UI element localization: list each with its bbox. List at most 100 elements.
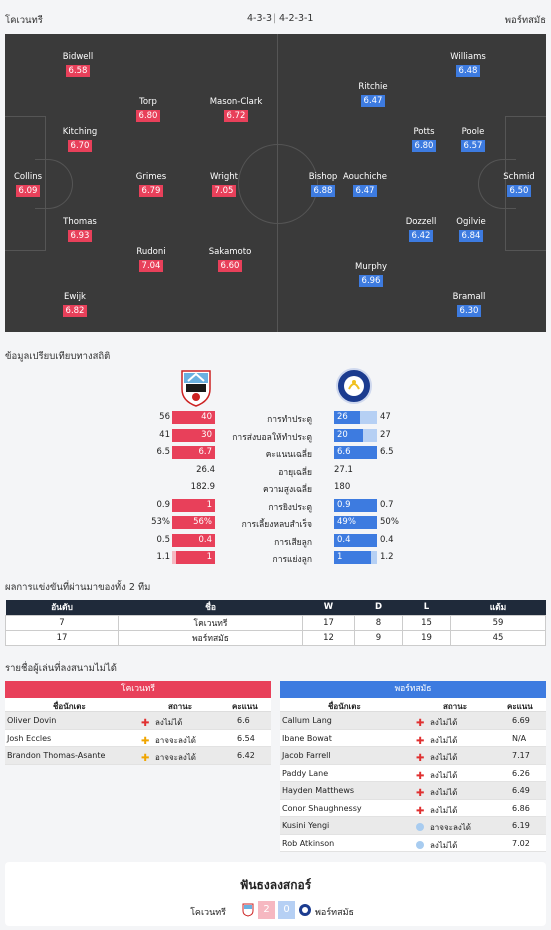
home-injuries-panel: โคเวนทรี ชื่อนักเตะ สถานะ คะแนน Oliver D… — [5, 681, 271, 765]
stat-label: ความสูงเฉลี่ย — [262, 485, 312, 495]
stat-away-total: 6.5 — [380, 447, 394, 457]
player-away-poole[interactable]: Poole 6.57 — [460, 127, 486, 152]
stat-away-value: 0.4 — [334, 534, 377, 547]
team-cell[interactable]: พอร์ทสมัธ — [118, 629, 303, 646]
player-away-ogilvie[interactable]: Ogilvie 6.84 — [456, 217, 486, 242]
prediction-home-team: โคเวนทรี — [190, 908, 226, 918]
player-away-schmid[interactable]: Schmid 6.50 — [503, 172, 535, 197]
list-item[interactable]: Oliver Dovin ✚ ลงไม่ได้ 6.6 — [5, 712, 271, 730]
list-item[interactable]: Brandon Thomas-Asante ✚ อาจจะลงได้ 6.42 — [5, 747, 271, 765]
injury-score: 7.17 — [512, 751, 530, 760]
injury-status: ลงไม่ได้ — [155, 718, 183, 727]
home-club-crest-small-icon — [242, 903, 254, 917]
d-cell: 9 — [354, 629, 403, 646]
stat-away-value: 6.6 — [334, 446, 377, 459]
player-away-williams[interactable]: Williams 6.48 — [450, 52, 486, 77]
stat-away-value: 26 — [334, 411, 360, 424]
injury-score: 6.49 — [512, 786, 530, 795]
home-injuries-team-bar: โคเวนทรี — [5, 681, 271, 698]
away-injuries-list: Callum Lang ✚ ลงไม่ได้ 6.69 Ibane Bowat ✚ ลงไม… — [280, 712, 546, 852]
injury-score: 6.54 — [237, 733, 255, 743]
stat-away-total: 27 — [380, 430, 391, 440]
away-injuries-panel: พอร์ทสมัธ ชื่อนักเตะ สถานะ คะแนน Callum … — [280, 681, 546, 852]
w-cell: 12 — [302, 629, 355, 646]
player-home-ewijk[interactable]: Ewijk 6.82 — [62, 292, 88, 317]
injury-status: ลงไม่ได้ — [430, 805, 458, 815]
injury-player-name: Oliver Dovin — [7, 716, 57, 725]
stat-home-total: 0.9 — [156, 500, 170, 510]
player-home-mason-clark[interactable]: Mason-Clark 6.72 — [209, 97, 263, 122]
injury-player-name: Conor Shaughnessy — [282, 803, 362, 813]
col-player-name: ชื่อนักเตะ — [328, 702, 361, 711]
formation-divider: | — [273, 13, 277, 24]
away-team-name: พอร์ทสมัธ — [504, 15, 546, 26]
away-formation: 4-2-3-1 — [279, 13, 314, 24]
stat-row: 0.5 0.4 การเสียลูก 0.4 0.4 — [0, 534, 551, 548]
stat-home-value: 1 — [176, 551, 215, 564]
player-home-bidwell[interactable]: Bidwell 6.58 — [62, 52, 94, 77]
list-item[interactable]: Callum Lang ✚ ลงไม่ได้ 6.69 — [280, 712, 546, 730]
stat-away-value: 0.9 — [334, 499, 377, 512]
list-item[interactable]: Paddy Lane ✚ ลงไม่ได้ 6.26 — [280, 764, 546, 782]
stat-label: การยิงประตู — [268, 503, 312, 513]
stat-away-total: 1.2 — [380, 552, 394, 562]
player-away-aouchiche[interactable]: Aouchiche 6.47 — [343, 172, 387, 197]
player-away-potts[interactable]: Potts 6.80 — [411, 127, 437, 152]
stat-home-bar: 40 — [172, 411, 215, 424]
player-home-thomas[interactable]: Thomas 6.93 — [63, 217, 97, 242]
injury-score: 6.69 — [512, 716, 530, 725]
lineup-header: โคเวนทรี 4-3-3 | 4-2-3-1 พอร์ทสมัธ — [0, 0, 551, 34]
team-cell[interactable]: โคเวนทรี — [118, 614, 303, 631]
stat-row: 182.9 ความสูงเฉลี่ย 180 — [0, 481, 551, 495]
stat-away-bar: 26 — [334, 411, 377, 424]
player-home-wright[interactable]: Wright 7.05 — [210, 172, 238, 197]
player-away-bramall[interactable]: Bramall 6.30 — [452, 292, 486, 317]
prediction-home-score: 2 — [258, 901, 275, 919]
stat-home-total: 56 — [159, 412, 170, 422]
list-item[interactable]: Conor Shaughnessy ✚ ลงไม่ได้ 6.86 — [280, 799, 546, 817]
stat-home-total: 6.5 — [156, 447, 170, 457]
player-home-sakamoto[interactable]: Sakamoto 6.60 — [208, 247, 252, 272]
injury-score: 6.42 — [237, 751, 255, 760]
stat-home-bar: 30 — [172, 429, 215, 442]
player-home-kitching[interactable]: Kitching 6.70 — [62, 127, 98, 152]
stat-home-bar: 56% — [172, 516, 215, 529]
list-item[interactable]: Ibane Bowat ✚ ลงไม่ได้ N/A — [280, 729, 546, 747]
d-cell: 8 — [354, 614, 403, 631]
injury-score: N/A — [512, 733, 527, 743]
stat-away-value: 49% — [334, 516, 377, 529]
player-away-dozzell[interactable]: Dozzell 6.42 — [405, 217, 437, 242]
stat-home-total: 41 — [159, 430, 170, 440]
list-item[interactable]: Hayden Matthews ✚ ลงไม่ได้ 6.49 — [280, 782, 546, 800]
l-cell: 15 — [402, 614, 451, 631]
stat-away-total: 47 — [380, 412, 391, 422]
injury-player-name: Josh Eccles — [7, 733, 52, 743]
list-item[interactable]: Josh Eccles ✚ อาจจะลงได้ 6.54 — [5, 729, 271, 747]
player-home-torp[interactable]: Torp 6.80 — [108, 97, 188, 122]
score-prediction-card: ฟันธงลงสกอร์ โคเวนทรี 2 0 พอร์ทสมัธ — [5, 862, 546, 926]
injuries-section-title: รายชื่อผู้เล่นที่ลงสนามไม่ได้ — [5, 663, 117, 674]
stat-away-value: 27.1 — [334, 465, 353, 475]
stat-away-total: 0.4 — [380, 535, 394, 545]
away-injuries-team-bar: พอร์ทสมัธ — [280, 681, 546, 698]
stat-away-bar: 6.6 — [334, 446, 377, 459]
col-points: แต้ม — [450, 600, 546, 615]
injury-player-name: Rob Atkinson — [282, 838, 335, 848]
rank-cell: 7 — [5, 614, 119, 631]
list-item[interactable]: Rob Atkinson ลงไม่ได้ 7.02 — [280, 834, 546, 852]
player-away-ritchie[interactable]: Ritchie 6.47 — [358, 82, 388, 107]
stat-home-bar: 1 — [172, 499, 215, 512]
player-home-collins[interactable]: Collins 6.09 — [13, 172, 43, 197]
injury-player-name: Ibane Bowat — [282, 733, 332, 743]
player-away-bishop[interactable]: Bishop 6.88 — [308, 172, 338, 197]
list-item[interactable]: Jacob Farrell ✚ ลงไม่ได้ 7.17 — [280, 747, 546, 765]
col-score: คะแนน — [232, 702, 258, 711]
injury-status: อาจจะลงได้ — [155, 735, 196, 745]
player-away-murphy[interactable]: Murphy 6.96 — [354, 262, 388, 287]
list-item[interactable]: Kusini Yengi อาจจะลงได้ 6.19 — [280, 817, 546, 835]
player-home-rudoni[interactable]: Rudoni 7.04 — [136, 247, 166, 272]
stat-away-value: 1 — [334, 551, 371, 564]
stat-row: 56 40 การทำประตู 26 47 — [0, 411, 551, 425]
injury-status: อาจจะลงได้ — [430, 823, 471, 832]
player-home-grimes[interactable]: Grimes 6.79 — [135, 172, 167, 197]
